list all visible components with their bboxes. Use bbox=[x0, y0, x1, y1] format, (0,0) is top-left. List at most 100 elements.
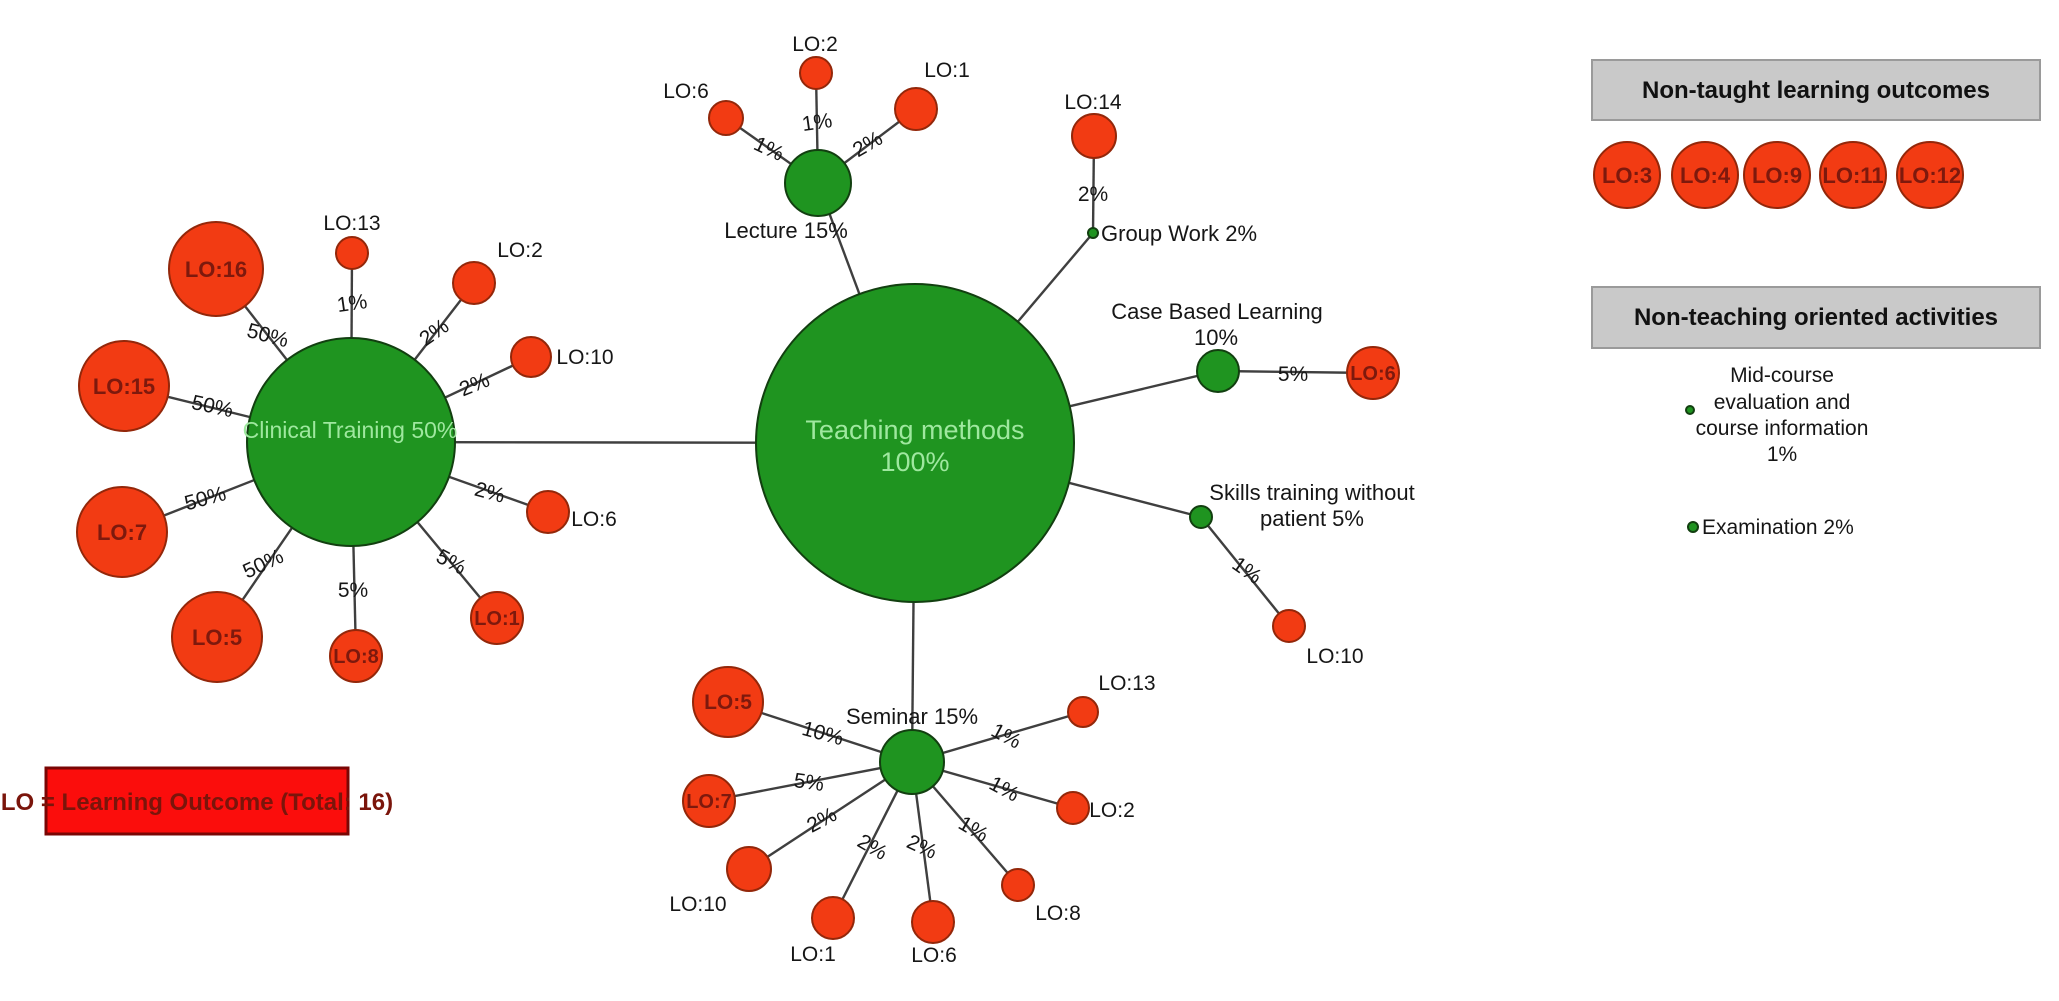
clinical-lo1-pct: 5% bbox=[432, 545, 470, 580]
seminar-lo13-node bbox=[1067, 696, 1099, 728]
seminar-lo6-label: LO:6 bbox=[911, 944, 957, 967]
skills-lo10-label: LO:10 bbox=[1306, 645, 1363, 668]
casebased-lo6-node bbox=[1346, 346, 1400, 400]
clinical-lo13-label: LO:13 bbox=[323, 212, 380, 235]
skills-label-line1: Skills training without bbox=[1209, 480, 1414, 505]
examination-bullet-dot bbox=[1687, 521, 1699, 533]
groupwork-lo14-pct: 2% bbox=[1078, 183, 1108, 206]
seminar-node bbox=[879, 729, 945, 795]
lecture-node bbox=[784, 149, 852, 217]
clinical-lo8-label: LO:8 bbox=[333, 646, 379, 668]
skills-label-line2: patient 5% bbox=[1260, 506, 1364, 531]
seminar-lo6-pct: 2% bbox=[903, 830, 940, 864]
clinical-lo10-pct: 2% bbox=[456, 369, 493, 402]
group-work-node bbox=[1087, 227, 1099, 239]
clinical-lo1-node bbox=[470, 591, 524, 645]
non-taught-header-title: Non-taught learning outcomes bbox=[1642, 77, 1990, 104]
clinical-lo1-label: LO:1 bbox=[474, 608, 520, 630]
lecture-label: Lecture 15% bbox=[724, 218, 848, 243]
clinical-lo15-pct: 50% bbox=[189, 391, 235, 422]
seminar-lo2-node bbox=[1056, 791, 1090, 825]
case-based-label-line1: Case Based Learning bbox=[1111, 299, 1323, 324]
clinical-lo13-node bbox=[335, 236, 369, 270]
lecture-lo6-node bbox=[708, 100, 744, 136]
teaching-methods-node bbox=[755, 283, 1075, 603]
legend-text: LO = Learning Outcome (Total: 16) bbox=[1, 789, 393, 816]
lecture-lo2-label: LO:2 bbox=[792, 33, 838, 56]
panel-lo11-label: LO:11 bbox=[1822, 163, 1883, 188]
midcourse-line4: 1% bbox=[1767, 443, 1797, 466]
seminar-lo10-pct: 2% bbox=[803, 803, 841, 838]
panel-lo3-node bbox=[1593, 141, 1661, 209]
panel-lo4-label: LO:4 bbox=[1680, 163, 1731, 188]
seminar-lo5-pct: 10% bbox=[799, 717, 846, 750]
panel-lo9-label: LO:9 bbox=[1752, 163, 1802, 188]
seminar-lo5-label: LO:5 bbox=[704, 691, 752, 714]
seminar-lo1-label: LO:1 bbox=[790, 943, 836, 966]
teaching-methods-label-line1: Teaching methods bbox=[805, 415, 1024, 445]
seminar-lo5-node bbox=[692, 666, 764, 738]
panel-lo12-label: LO:12 bbox=[1899, 163, 1961, 188]
edge-skills-lo10 bbox=[1200, 516, 1290, 627]
clinical-lo8-node bbox=[329, 629, 383, 683]
clinical-lo15-label: LO:15 bbox=[93, 374, 155, 399]
examination-label: Examination 2% bbox=[1702, 516, 1854, 539]
clinical-lo16-node bbox=[168, 221, 264, 317]
lecture-lo2-pct: 1% bbox=[800, 109, 833, 136]
clinical-lo2-node bbox=[452, 261, 496, 305]
seminar-lo8-label: LO:8 bbox=[1035, 902, 1081, 925]
lecture-lo6-label: LO:6 bbox=[663, 80, 709, 103]
case-based-label-line2: 10% bbox=[1194, 325, 1238, 350]
clinical-lo16-label: LO:16 bbox=[185, 257, 247, 282]
seminar-lo1-pct: 2% bbox=[853, 830, 891, 865]
clinical-lo7-label: LO:7 bbox=[97, 520, 147, 545]
skills-training-node bbox=[1189, 505, 1213, 529]
midcourse-line2: evaluation and bbox=[1714, 391, 1851, 414]
clinical-lo6-label: LO:6 bbox=[571, 508, 617, 531]
midcourse-line1: Mid-course bbox=[1730, 364, 1834, 387]
panel-lo3-label: LO:3 bbox=[1602, 163, 1652, 188]
seminar-lo2-label: LO:2 bbox=[1089, 799, 1135, 822]
clinical-lo6-pct: 2% bbox=[472, 478, 507, 508]
clinical-lo5-pct: 50% bbox=[239, 545, 287, 584]
non-teaching-header-box bbox=[1591, 286, 2041, 349]
panel-lo11-node bbox=[1819, 141, 1887, 209]
clinical-lo2-label: LO:2 bbox=[497, 239, 543, 262]
clinical-lo6-node bbox=[526, 490, 570, 534]
seminar-lo7-node bbox=[682, 774, 736, 828]
lecture-lo1-node bbox=[894, 87, 938, 131]
seminar-lo7-label: LO:7 bbox=[686, 791, 732, 813]
legend-box bbox=[44, 766, 350, 836]
panel-lo4-node bbox=[1671, 141, 1739, 209]
clinical-lo10-label: LO:10 bbox=[556, 346, 613, 369]
clinical-lo5-label: LO:5 bbox=[192, 625, 242, 650]
case-based-learning-node bbox=[1196, 349, 1240, 393]
casebased-lo6-label: LO:6 bbox=[1350, 363, 1396, 385]
seminar-lo10-node bbox=[726, 846, 772, 892]
groupwork-lo14-node bbox=[1071, 113, 1117, 159]
clinical-lo8-pct: 5% bbox=[338, 579, 368, 602]
nodes bbox=[76, 56, 1964, 944]
seminar-lo10-label: LO:10 bbox=[669, 893, 726, 916]
seminar-label: Seminar 15% bbox=[846, 704, 978, 729]
lecture-lo2-node bbox=[799, 56, 833, 90]
seminar-lo13-label: LO:13 bbox=[1098, 672, 1155, 695]
seminar-lo6-node bbox=[911, 900, 955, 944]
clinical-lo10-node bbox=[510, 336, 552, 378]
seminar-lo13-pct: 1% bbox=[987, 719, 1025, 754]
panel-lo12-node bbox=[1896, 141, 1964, 209]
clinical-lo7-node bbox=[76, 486, 168, 578]
seminar-lo2-pct: 1% bbox=[985, 772, 1023, 807]
midcourse-bullet-dot bbox=[1685, 405, 1695, 415]
labels: Teaching methods 100% Clinical Training … bbox=[1, 33, 1998, 967]
clinical-training-label: Clinical Training 50% bbox=[243, 417, 458, 443]
edge-seminar-lo7 bbox=[708, 760, 913, 803]
teaching-methods-label-line2: 100% bbox=[880, 447, 949, 477]
clinical-lo7-pct: 50% bbox=[182, 482, 229, 515]
groupwork-lo14-label: LO:14 bbox=[1064, 91, 1122, 114]
seminar-lo7-pct: 5% bbox=[792, 769, 825, 796]
seminar-lo8-node bbox=[1001, 868, 1035, 902]
seminar-lo1-node bbox=[811, 896, 855, 940]
